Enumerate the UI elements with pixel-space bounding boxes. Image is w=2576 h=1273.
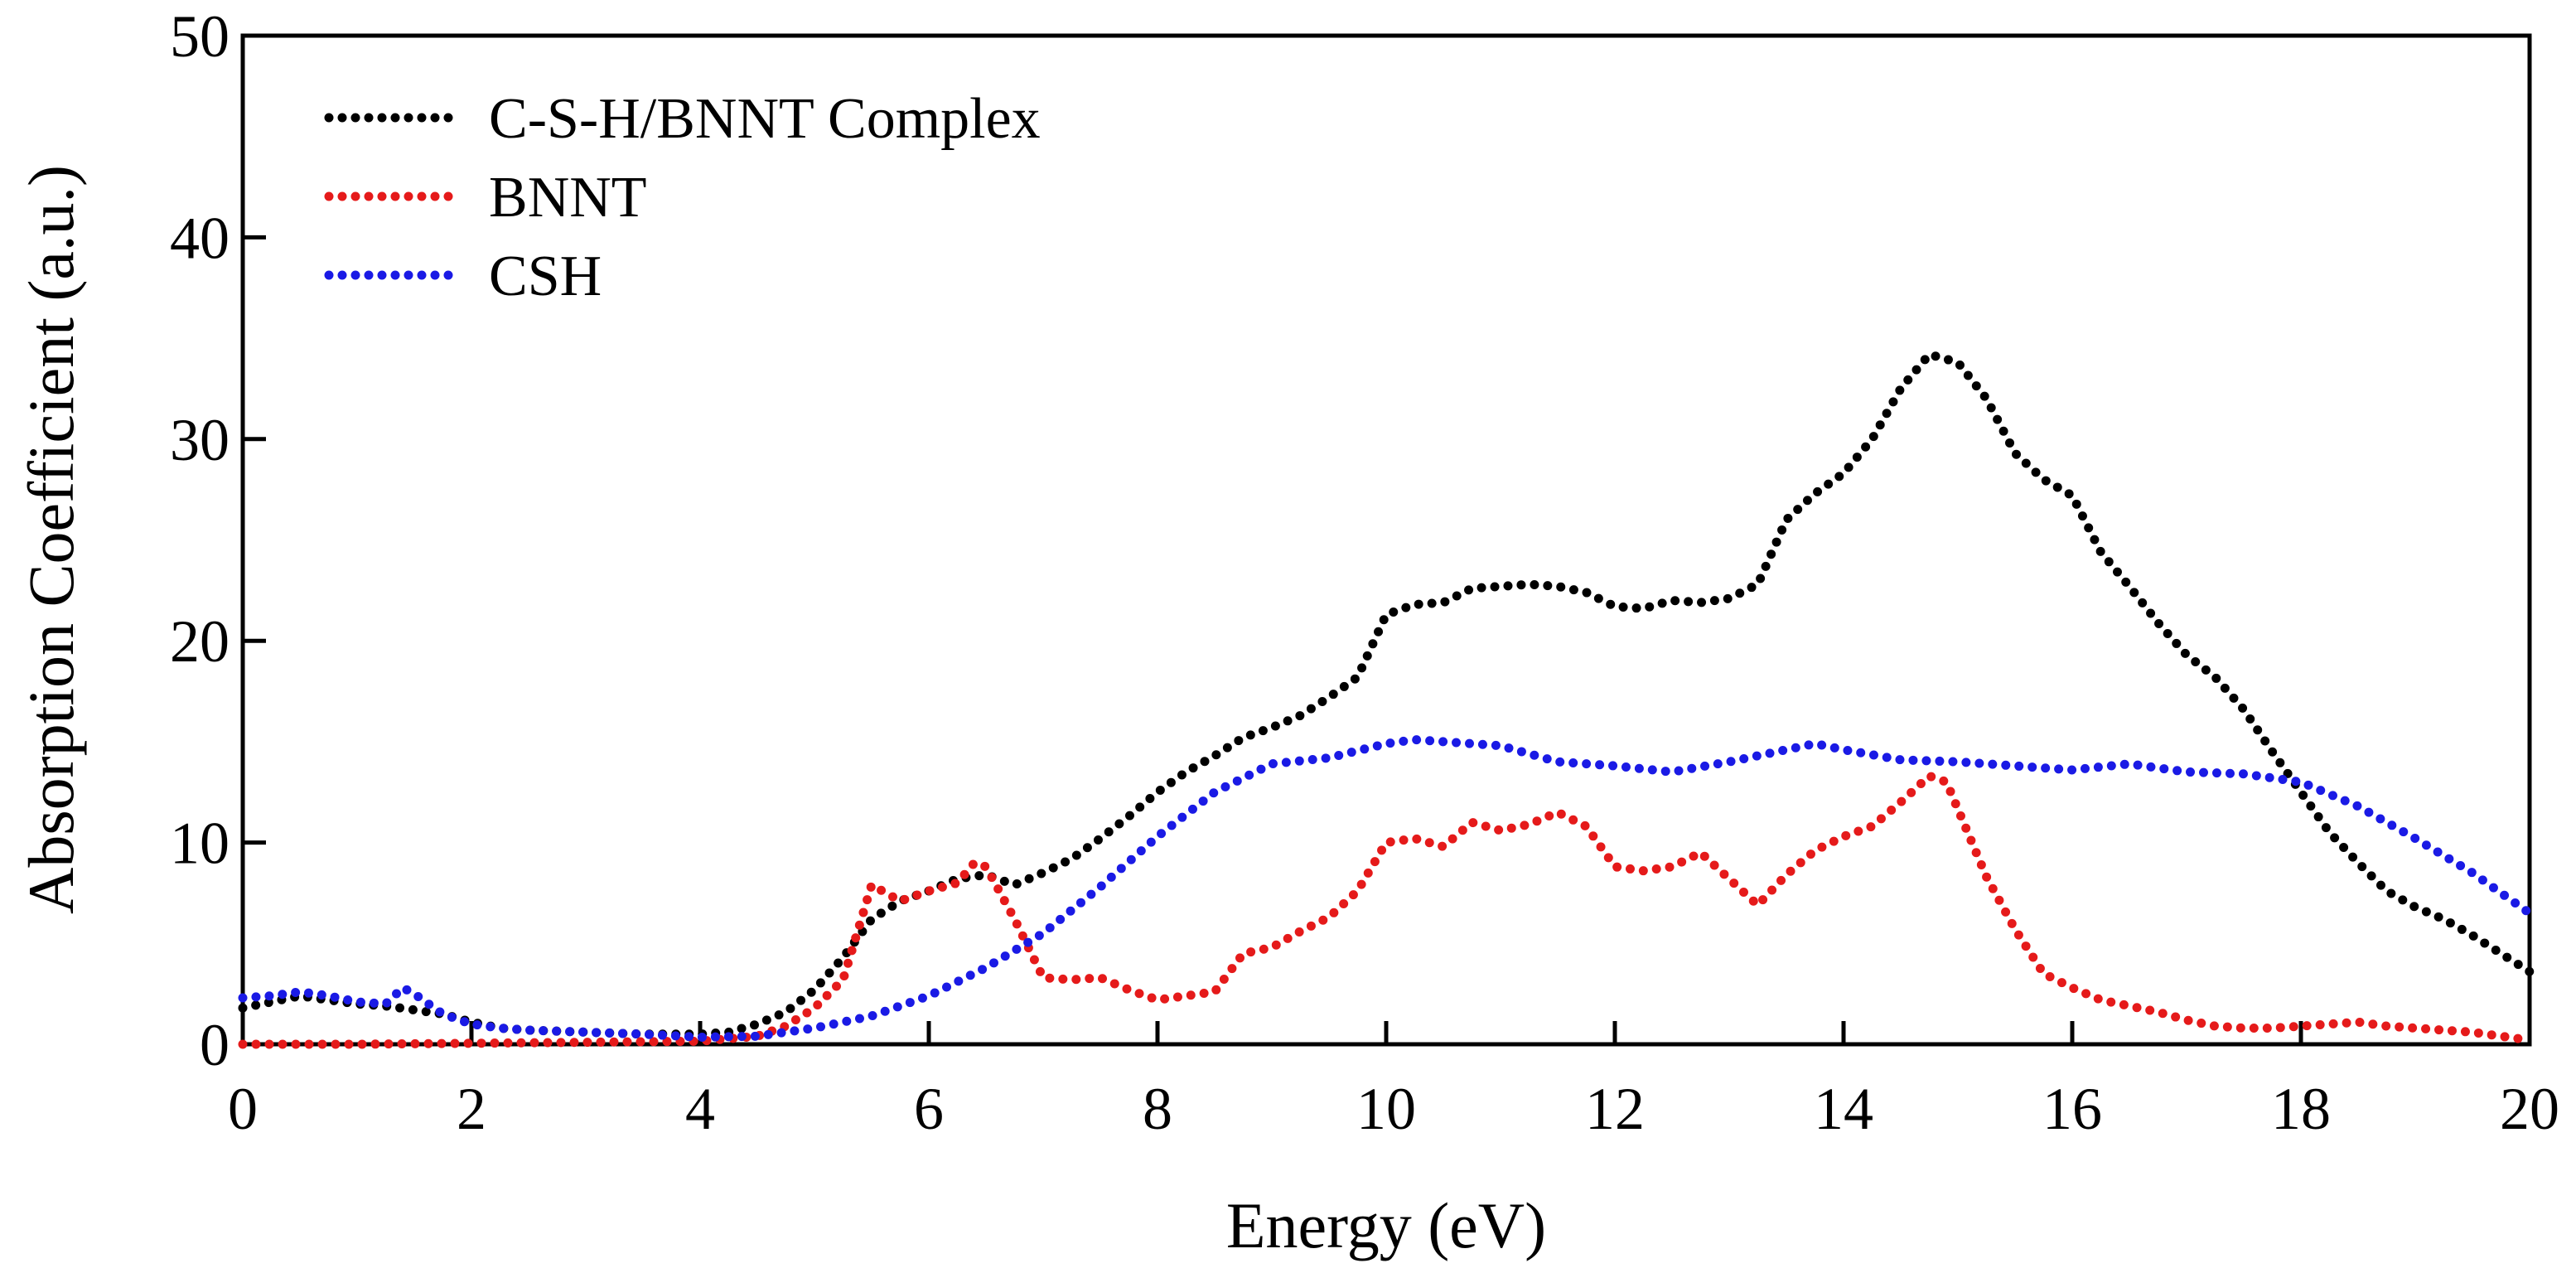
- x-tick-label: 12: [1585, 1076, 1645, 1142]
- y-axis-ticks: 0 10 20 30 40 50: [170, 3, 266, 1078]
- x-tick-label: 20: [2500, 1076, 2559, 1142]
- y-tick-label: 0: [200, 1012, 230, 1078]
- legend-label: BNNT: [489, 166, 647, 230]
- series-line: [238, 735, 2535, 1042]
- series-layer: [238, 350, 2535, 1049]
- x-tick-label: 8: [1143, 1076, 1172, 1142]
- x-tick-label: 10: [1356, 1076, 1416, 1142]
- legend-label: C-S-H/BNNT Complex: [489, 87, 1041, 151]
- y-axis-title: Absorption Coefficient (a.u.): [15, 165, 87, 914]
- y-tick-label: 40: [170, 205, 230, 271]
- legend-label: CSH: [489, 244, 602, 308]
- y-tick-label: 10: [170, 811, 230, 877]
- y-tick-label: 20: [170, 608, 230, 675]
- x-axis-ticks: 0 2 4 6 8 10 12 14 16 18 20: [228, 1021, 2559, 1142]
- x-tick-label: 4: [685, 1076, 715, 1142]
- legend: C-S-H/BNNT Complex BNNT CSH: [324, 87, 1041, 308]
- x-tick-label: 6: [914, 1076, 944, 1142]
- x-tick-label: 14: [1814, 1076, 1873, 1142]
- x-axis-title: Energy (eV): [1226, 1189, 1546, 1261]
- series-line: [238, 350, 2535, 1039]
- y-tick-label: 30: [170, 407, 230, 473]
- y-tick-label: 50: [170, 3, 230, 70]
- x-tick-label: 18: [2271, 1076, 2331, 1142]
- x-tick-label: 16: [2042, 1076, 2102, 1142]
- series-line: [238, 771, 2535, 1049]
- x-tick-label: 0: [228, 1076, 258, 1142]
- x-tick-label: 2: [457, 1076, 486, 1142]
